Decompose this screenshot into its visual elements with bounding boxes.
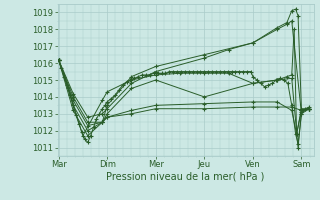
X-axis label: Pression niveau de la mer( hPa ): Pression niveau de la mer( hPa ) — [107, 172, 265, 182]
